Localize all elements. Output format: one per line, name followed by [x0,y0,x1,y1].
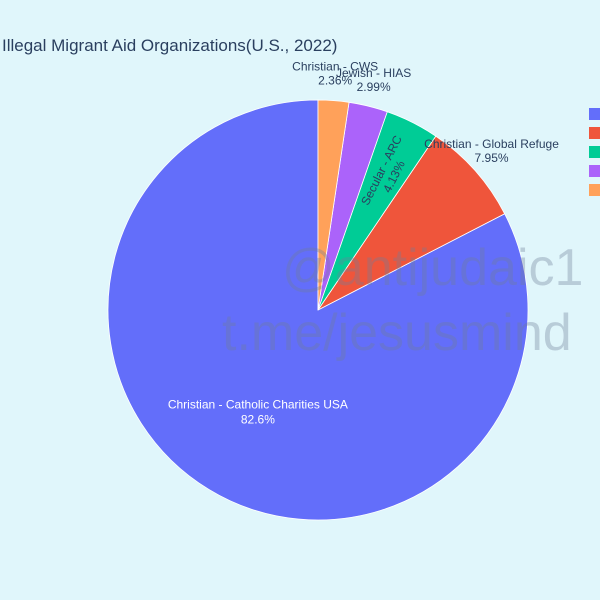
slice-label-christian-global-refuge: Christian - Global Refuge [424,137,559,151]
slice-label-christian-catholic-charities-usa: Christian - Catholic Charities USA [168,398,348,412]
pie-slices [107,99,529,521]
legend-swatch-christian-cws[interactable] [589,184,600,196]
watermark-line-2: t.me/jesusmind [222,304,572,362]
slice-percent-jewish-hias: 2.99% [357,80,391,94]
watermark: @antijudaic1 t.me/jesusmind [222,239,583,362]
legend-swatch-christian-catholic-charities-usa[interactable] [589,108,600,120]
watermark-line-1: @antijudaic1 [282,239,583,297]
pie-slice-christian-cws [317,99,350,311]
slice-percent-christian-cws: 2.36% [318,74,352,88]
legend [589,108,600,196]
slice-percent-christian-catholic-charities-usa: 82.6% [241,413,275,427]
slice-percent-christian-global-refuge: 7.95% [475,151,509,165]
legend-swatch-jewish-hias[interactable] [589,165,600,177]
pie-slice-christian-global-refuge [317,135,506,311]
chart-title: Illegal Migrant Aid Organizations(U.S., … [2,36,337,55]
slice-label-christian-cws: Christian - CWS [292,60,378,74]
slice-label-jewish-hias: Jewish - HIAS [336,66,411,80]
legend-swatch-secular-arc[interactable] [589,146,600,158]
legend-swatch-christian-global-refuge[interactable] [589,127,600,139]
